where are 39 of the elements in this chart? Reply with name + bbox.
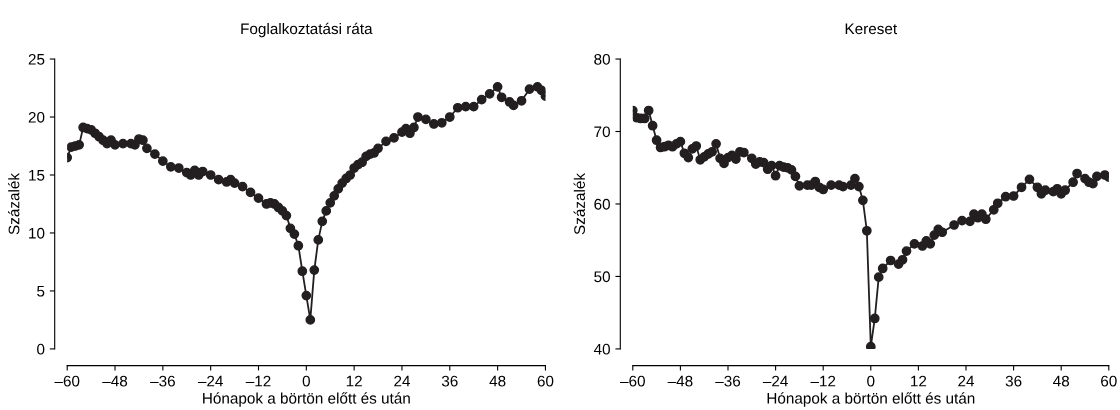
y-tick-label: 10 xyxy=(29,227,45,239)
x-tick-label: –24 xyxy=(762,375,788,387)
y-tick-label: 0 xyxy=(37,343,45,355)
x-axis-title: Hónapok a börtön előtt és után xyxy=(767,392,975,407)
y-tick-label: 40 xyxy=(593,343,610,355)
y-tick-label: 20 xyxy=(28,111,45,123)
x-tick-label: 48 xyxy=(1053,375,1070,387)
y-tick-label: 60 xyxy=(594,198,610,210)
y-tick-label: 50 xyxy=(594,271,610,283)
x-tick-label: –24 xyxy=(197,375,223,387)
y-axis-title: Százalék xyxy=(8,172,20,235)
x-tick-label: 0 xyxy=(302,375,310,387)
x-tick-label: 48 xyxy=(489,375,506,387)
y-tick-label: 70 xyxy=(594,126,610,138)
y-tick-label: 25 xyxy=(28,53,45,65)
x-tick-label: 36 xyxy=(441,375,458,387)
chart-title: Kereset xyxy=(845,23,898,35)
x-tick-label: –60 xyxy=(54,375,80,387)
y-tick-label: 5 xyxy=(37,285,45,297)
x-tick-label: 24 xyxy=(394,375,411,387)
x-tick-label: 60 xyxy=(537,375,554,387)
x-tick-label: –12 xyxy=(810,375,836,387)
y-tick-label: 15 xyxy=(29,170,45,181)
x-tick-label: 0 xyxy=(867,375,875,387)
x-tick-label: 60 xyxy=(1101,375,1117,387)
x-tick-label: 12 xyxy=(911,375,927,387)
y-tick-label: 80 xyxy=(594,53,610,65)
y-axis-title: Százalék xyxy=(573,172,586,235)
chart-title: Foglalkoztatási ráta xyxy=(241,22,373,38)
x-tick-label: –48 xyxy=(667,375,693,387)
x-tick-label: 24 xyxy=(958,375,975,387)
x-tick-label: 12 xyxy=(346,375,362,387)
x-tick-label: –36 xyxy=(715,375,741,387)
x-axis-title: Hónapok a börtön előtt és után xyxy=(203,392,410,407)
x-tick-label: –36 xyxy=(150,375,175,387)
x-tick-label: –12 xyxy=(245,375,271,387)
x-tick-label: –60 xyxy=(620,375,645,387)
x-tick-label: 36 xyxy=(1005,375,1022,387)
x-tick-label: –48 xyxy=(102,375,128,387)
